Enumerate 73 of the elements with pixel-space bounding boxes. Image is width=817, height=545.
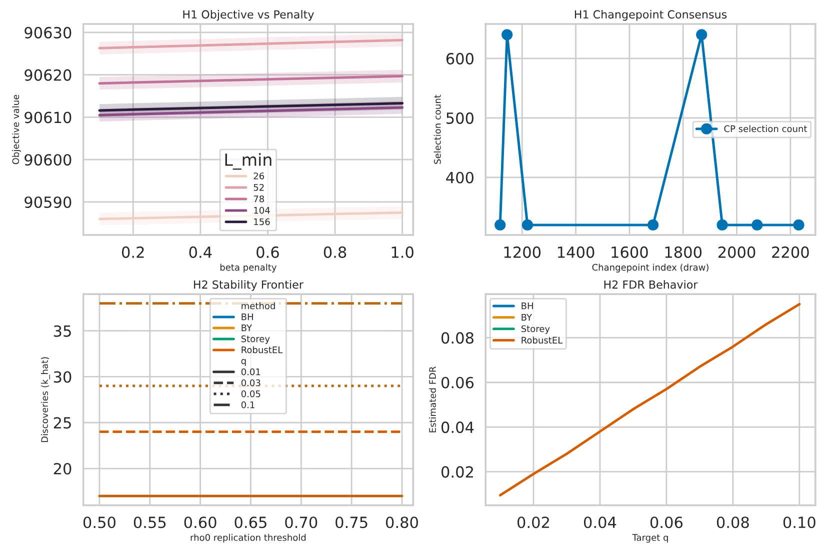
y-tick-label: 0.02 — [442, 466, 473, 478]
legend-label: 78 — [254, 195, 264, 202]
x-tick-label: 0.65 — [234, 516, 266, 528]
x-tick-label: 1200 — [504, 246, 541, 258]
legend-label: 52 — [254, 184, 264, 191]
x-tick-label: 0.50 — [83, 516, 116, 528]
y-tick-label: 0.04 — [442, 422, 474, 434]
x-tick-label: 0.06 — [650, 516, 682, 528]
y-tick-label: 90610 — [24, 112, 72, 124]
legend-label: Storey — [521, 325, 550, 334]
legend-label: 26 — [254, 172, 264, 180]
text: method — [242, 302, 275, 310]
y-tick-label: 90590 — [24, 196, 72, 208]
x-tick-label: 1.0 — [392, 246, 414, 258]
y-tick-label: 0.08 — [442, 332, 474, 344]
chart-title: H2 Stability Frontier — [194, 280, 304, 291]
x-tick-label: 0.4 — [189, 246, 212, 258]
y-tick-label: 600 — [446, 52, 474, 64]
legend-label: 156 — [254, 218, 270, 226]
legend-label: 0.01 — [241, 368, 260, 376]
y-axis-title: Discoveries (k_hat) — [41, 357, 50, 442]
y-tick-label: 500 — [446, 112, 474, 124]
text: q — [241, 359, 246, 366]
legend-label: 104 — [254, 206, 270, 214]
chart-title: H1 Changepoint Consensus — [574, 10, 727, 21]
legend-label: RobustEL — [522, 336, 563, 344]
legend-label: BY — [242, 324, 252, 332]
legend-label: BY — [522, 314, 532, 321]
x-tick-label: 0.80 — [386, 516, 418, 528]
x-tick-label: 0.60 — [184, 516, 216, 528]
legend-label: CP selection count — [724, 125, 808, 132]
y-tick-label: 25 — [54, 417, 71, 429]
x-tick-label: 0.08 — [716, 516, 749, 528]
x-tick-label: 0.70 — [285, 516, 318, 528]
y-tick-label: 90600 — [24, 154, 72, 166]
x-tick-label: 0.8 — [324, 246, 346, 258]
x-tick-label: 2200 — [772, 246, 809, 258]
legend-label: Storey — [241, 335, 270, 344]
x-tick-label: 0.10 — [783, 516, 816, 528]
y-tick-label: 30 — [54, 371, 72, 383]
x-axis-title: beta penalty — [220, 264, 277, 272]
x-tick-label: 0.75 — [336, 516, 368, 528]
x-axis-title: Target q — [632, 534, 668, 543]
x-tick-label: 0.04 — [584, 516, 616, 528]
chart-title: H2 FDR Behavior — [604, 280, 698, 289]
x-tick-label: 0.2 — [122, 246, 144, 258]
legend-label: 0.05 — [241, 390, 260, 398]
y-tick-label: 20 — [54, 462, 72, 475]
x-tick-label: 1400 — [558, 246, 594, 258]
y-axis-title: Objective value — [12, 94, 21, 164]
legend-label: BH — [522, 302, 533, 310]
y-tick-label: 400 — [446, 172, 474, 184]
x-tick-label: 0.55 — [134, 516, 166, 528]
legend-label: RobustEL — [242, 346, 283, 354]
legend-label: 0.03 — [241, 379, 260, 386]
y-axis-title: Estimated FDR — [428, 366, 436, 432]
chart-title: H1 Objective vs Penalty — [183, 10, 314, 21]
y-tick-label: 90630 — [24, 26, 72, 38]
x-tick-label: 0.02 — [517, 516, 549, 528]
x-tick-label: 2000 — [718, 246, 756, 258]
legend-label: 0.1 — [241, 401, 254, 408]
x-tick-label: 1800 — [665, 246, 702, 258]
y-tick-label: 0.06 — [442, 376, 474, 388]
legend-title: L_min — [225, 153, 272, 170]
line-series — [499, 302, 801, 496]
y-tick-label: 90620 — [24, 69, 72, 81]
legend-label: BH — [242, 314, 253, 320]
x-axis-title: rho0 replication threshold — [190, 534, 306, 543]
x-tick-label: 0.6 — [256, 246, 279, 258]
y-axis-title: Selection count — [434, 94, 441, 164]
y-tick-label: 35 — [54, 325, 71, 337]
x-tick-label: 1600 — [612, 246, 648, 258]
x-axis-title: Changepoint index (draw) — [592, 264, 708, 272]
